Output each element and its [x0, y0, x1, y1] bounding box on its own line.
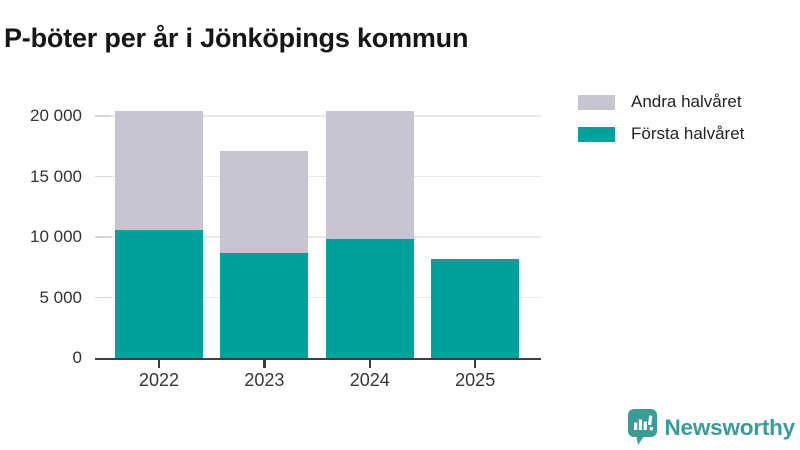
y-tick-mark-5000 [95, 296, 111, 299]
y-tick-mark-10000 [95, 236, 111, 238]
y-tick-label-5000: 5 000 [39, 287, 82, 307]
page-title: P-böter per år i Jönköpings kommun [4, 23, 469, 54]
bar-segment-2023-Första halvåret [220, 252, 309, 358]
newsworthy-speech-bubble-bar-chart-icon [628, 409, 658, 445]
y-tick-mark-20000 [95, 115, 111, 117]
x-axis-line [95, 357, 541, 360]
plot-area [95, 100, 541, 360]
bar-segment-2025-Första halvåret [431, 258, 520, 358]
x-tick-label-2025: 2025 [455, 370, 496, 390]
x-tick-mark-2022 [157, 360, 161, 368]
y-axis: 0 5 000 10 000 15 000 20 000 [0, 100, 82, 367]
y-tick-label-15000: 15 000 [30, 166, 82, 186]
legend-item-Andra halvåret: Andra halvåret [578, 92, 744, 112]
legend: Andra halvåret Första halvåret [578, 92, 744, 144]
x-tick-label-2023: 2023 [244, 370, 285, 390]
x-tick-mark-2024 [368, 360, 372, 368]
bar-2025 [431, 258, 520, 358]
y-tick-mark-15000 [95, 175, 111, 178]
legend-swatch [578, 94, 615, 110]
bar-2024 [325, 110, 414, 358]
bar-segment-2022-Andra halvåret [115, 110, 203, 230]
bar-segment-2024-Första halvåret [325, 239, 414, 358]
logo-text: Newsworthy [664, 414, 795, 440]
x-axis: 2022 2023 2024 2025 [95, 358, 541, 398]
y-tick-label-0: 0 [72, 348, 82, 367]
gridline-15000 [95, 175, 541, 178]
bar-2023 [220, 151, 309, 358]
bar-segment-2023-Andra halvåret [220, 151, 309, 253]
x-tick-label-2024: 2024 [349, 370, 390, 390]
x-tick-mark-2023 [263, 360, 266, 368]
newsworthy-logo: Newsworthy [628, 409, 795, 446]
gridline-20000 [95, 115, 541, 117]
legend-label: Andra halvåret [631, 92, 742, 111]
bar-segment-2024-Andra halvåret [325, 110, 414, 240]
legend-item-Första halvåret: Första halvåret [578, 124, 744, 144]
y-tick-label-20000: 20 000 [30, 106, 82, 125]
legend-swatch [578, 126, 615, 142]
gridline-10000 [95, 236, 541, 238]
bar-segment-2022-Första halvåret [115, 229, 203, 358]
bar-2022 [115, 110, 203, 358]
gridline-5000 [95, 296, 541, 299]
legend-label: Första halvåret [631, 124, 745, 143]
y-tick-label-10000: 10 000 [30, 227, 82, 246]
x-tick-mark-2025 [473, 360, 477, 368]
x-tick-label-2022: 2022 [138, 370, 180, 390]
